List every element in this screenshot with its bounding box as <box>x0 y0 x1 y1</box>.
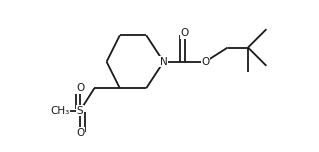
Text: CH₃: CH₃ <box>50 106 70 116</box>
Text: N: N <box>160 57 167 67</box>
Text: O: O <box>76 128 84 138</box>
Text: S: S <box>77 106 84 116</box>
Text: O: O <box>181 28 189 38</box>
Text: O: O <box>201 57 209 67</box>
Text: O: O <box>76 83 84 93</box>
